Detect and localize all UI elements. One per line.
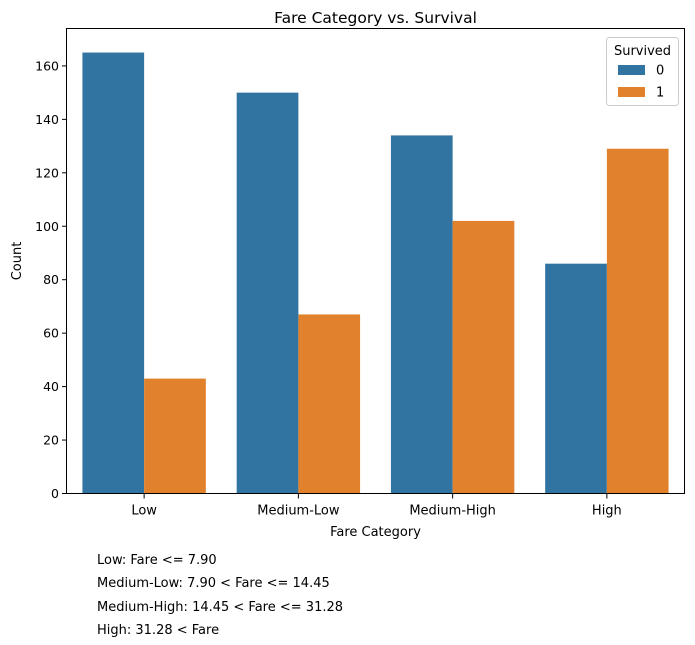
- x-axis: Low Medium-Low Medium-High High: [131, 493, 622, 519]
- y-tick-label: 0: [51, 486, 59, 501]
- legend-label-0: 0: [656, 64, 664, 79]
- x-tick-label: Medium-Low: [257, 504, 340, 519]
- legend-title: Survived: [614, 44, 671, 59]
- y-tick-label: 80: [43, 272, 59, 287]
- y-tick-label: 140: [35, 112, 59, 127]
- bar-medium-high-survived-0: [390, 135, 453, 494]
- legend-swatch-0: [618, 65, 645, 75]
- y-tick-label: 100: [35, 219, 59, 234]
- fare-category-notes: Low: Fare <= 7.90 Medium-Low: 7.90 < Far…: [97, 549, 343, 642]
- plot-frame: [66, 28, 685, 494]
- legend-swatch-1: [618, 87, 645, 97]
- bar-low-survived-1: [144, 378, 206, 494]
- legend: Survived 0 1: [606, 37, 679, 106]
- bar-high-survived-0: [545, 263, 607, 494]
- bar-low-survived-0: [82, 52, 145, 494]
- bar-medium-low-survived-0: [236, 92, 299, 494]
- note-low: Low: Fare <= 7.90: [97, 553, 217, 568]
- note-medium-high: Medium-High: 14.45 < Fare <= 31.28: [97, 599, 344, 615]
- bar-medium-high-survived-1: [452, 220, 515, 494]
- y-tick-label: 40: [43, 379, 59, 394]
- bar-medium-low-survived-1: [298, 314, 361, 494]
- x-tick-label: High: [592, 504, 622, 519]
- x-axis-label: Fare Category: [330, 525, 421, 540]
- x-tick-label: Medium-High: [409, 504, 496, 519]
- note-high: High: 31.28 < Fare: [97, 622, 220, 638]
- y-tick-label: 20: [43, 433, 59, 448]
- y-tick-label: 120: [35, 165, 59, 180]
- y-tick-label: 160: [35, 58, 59, 73]
- legend-label-1: 1: [656, 86, 664, 101]
- y-axis: 0 20 40 60 80 100 120 140 160: [35, 58, 67, 501]
- bar-high-survived-1: [606, 148, 669, 494]
- note-medium-low: Medium-Low: 7.90 < Fare <= 14.45: [97, 576, 330, 592]
- y-axis-label: Count: [10, 242, 25, 281]
- y-tick-label: 60: [43, 326, 59, 341]
- x-tick-label: Low: [131, 504, 157, 519]
- bars-group: [82, 52, 669, 494]
- chart-title: Fare Category vs. Survival: [274, 9, 477, 27]
